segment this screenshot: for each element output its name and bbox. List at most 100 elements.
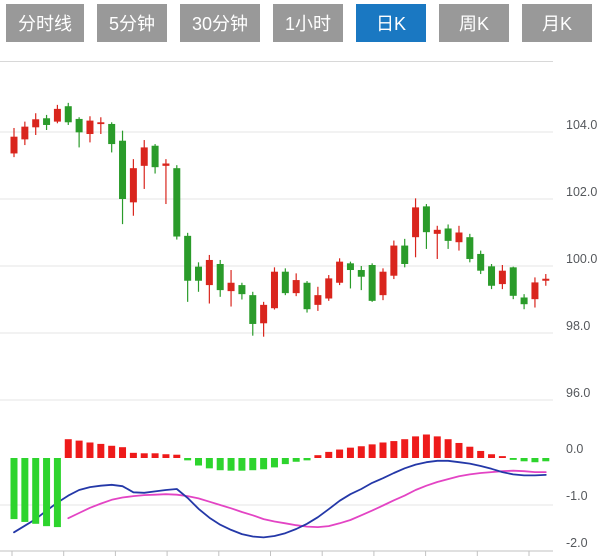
macd-histogram-bar[interactable] [390, 441, 398, 458]
candle-body[interactable] [325, 278, 333, 299]
macd-histogram-bar[interactable] [422, 434, 430, 459]
macd-histogram-bar[interactable] [53, 458, 61, 528]
macd-histogram-bar[interactable] [173, 454, 181, 458]
macd-histogram-bar[interactable] [325, 451, 333, 458]
candle-body[interactable] [173, 168, 181, 237]
macd-histogram-bar[interactable] [184, 458, 192, 461]
macd-histogram-bar[interactable] [238, 458, 246, 471]
tab-5min[interactable]: 5分钟 [97, 4, 168, 42]
candle-body[interactable] [162, 163, 170, 166]
tab-weekly-k[interactable]: 周K [439, 4, 510, 42]
macd-histogram-bar[interactable] [32, 458, 40, 524]
macd-histogram-bar[interactable] [455, 442, 463, 458]
macd-histogram-bar[interactable] [108, 445, 116, 458]
macd-histogram-bar[interactable] [281, 458, 289, 465]
macd-histogram-bar[interactable] [444, 439, 452, 458]
candle-body[interactable] [281, 271, 289, 294]
macd-histogram-bar[interactable] [412, 436, 420, 458]
macd-histogram-bar[interactable] [195, 458, 203, 466]
macd-histogram-bar[interactable] [270, 458, 278, 468]
candle-body[interactable] [195, 266, 203, 281]
macd-histogram-bar[interactable] [433, 436, 441, 458]
candle-body[interactable] [260, 304, 268, 324]
candle-body[interactable] [292, 280, 300, 294]
macd-histogram-bar[interactable] [357, 446, 365, 458]
candle-body[interactable] [433, 229, 441, 234]
macd-histogram-bar[interactable] [43, 458, 51, 527]
candle-body[interactable] [129, 168, 137, 203]
candle-body[interactable] [336, 261, 344, 283]
macd-histogram-bar[interactable] [368, 444, 376, 458]
macd-histogram-bar[interactable] [64, 439, 72, 458]
candle-body[interactable] [86, 120, 94, 135]
candle-body[interactable] [227, 282, 235, 292]
macd-histogram-bar[interactable] [162, 454, 170, 458]
candle-body[interactable] [368, 264, 376, 301]
macd-histogram-bar[interactable] [466, 446, 474, 458]
macd-histogram-bar[interactable] [401, 439, 409, 458]
candle-body[interactable] [53, 108, 61, 122]
macd-histogram-bar[interactable] [119, 447, 127, 458]
candle-body[interactable] [455, 232, 463, 243]
candle-body[interactable] [75, 118, 83, 133]
tab-timeline[interactable]: 分时线 [6, 4, 84, 42]
macd-histogram-bar[interactable] [260, 458, 268, 470]
macd-histogram-bar[interactable] [488, 454, 496, 458]
tab-daily-k[interactable]: 日K [356, 4, 427, 42]
candle-body[interactable] [184, 235, 192, 281]
macd-histogram-bar[interactable] [292, 458, 300, 462]
tab-30min[interactable]: 30分钟 [180, 4, 261, 42]
macd-histogram-bar[interactable] [140, 453, 148, 458]
candle-body[interactable] [238, 285, 246, 295]
macd-histogram-bar[interactable] [542, 458, 550, 462]
candle-body[interactable] [466, 237, 474, 259]
candle-body[interactable] [444, 228, 452, 241]
candle-body[interactable] [21, 126, 29, 140]
candle-body[interactable] [390, 245, 398, 276]
tab-1hour[interactable]: 1小时 [273, 4, 344, 42]
candle-body[interactable] [151, 145, 159, 168]
candle-body[interactable] [531, 282, 539, 300]
candle-body[interactable] [303, 282, 311, 310]
candle-body[interactable] [119, 140, 127, 199]
tab-monthly-k[interactable]: 月K [522, 4, 593, 42]
macd-histogram-bar[interactable] [205, 458, 213, 469]
macd-histogram-bar[interactable] [509, 458, 517, 460]
candle-body[interactable] [379, 271, 387, 296]
macd-histogram-bar[interactable] [227, 458, 235, 471]
macd-histogram-bar[interactable] [129, 452, 137, 458]
macd-histogram-bar[interactable] [21, 458, 29, 522]
macd-histogram-bar[interactable] [336, 449, 344, 458]
macd-histogram-bar[interactable] [314, 455, 322, 458]
candle-body[interactable] [346, 263, 354, 271]
macd-histogram-bar[interactable] [249, 458, 257, 471]
candle-body[interactable] [249, 295, 257, 324]
macd-histogram-bar[interactable] [303, 458, 311, 461]
candle-body[interactable] [216, 263, 224, 291]
macd-histogram-bar[interactable] [498, 456, 506, 458]
macd-histogram-bar[interactable] [75, 440, 83, 458]
candle-body[interactable] [477, 253, 485, 271]
candle-body[interactable] [205, 259, 213, 286]
macd-histogram-bar[interactable] [10, 458, 18, 520]
candle-body[interactable] [401, 245, 409, 264]
macd-histogram-bar[interactable] [97, 443, 105, 458]
macd-histogram-bar[interactable] [531, 458, 539, 463]
candle-body[interactable] [270, 271, 278, 309]
candle-body[interactable] [64, 106, 72, 123]
macd-histogram-bar[interactable] [346, 447, 354, 458]
candle-body[interactable] [108, 123, 116, 145]
macd-histogram-bar[interactable] [379, 442, 387, 458]
candle-body[interactable] [43, 118, 51, 125]
candle-body[interactable] [498, 270, 506, 285]
candle-body[interactable] [488, 266, 496, 286]
candle-body[interactable] [314, 295, 322, 305]
candle-body[interactable] [10, 136, 18, 154]
candle-body[interactable] [140, 147, 148, 166]
macd-histogram-bar[interactable] [520, 458, 528, 462]
candle-body[interactable] [97, 122, 105, 125]
candle-body[interactable] [412, 207, 420, 238]
macd-histogram-bar[interactable] [477, 450, 485, 458]
candle-body[interactable] [357, 270, 365, 277]
